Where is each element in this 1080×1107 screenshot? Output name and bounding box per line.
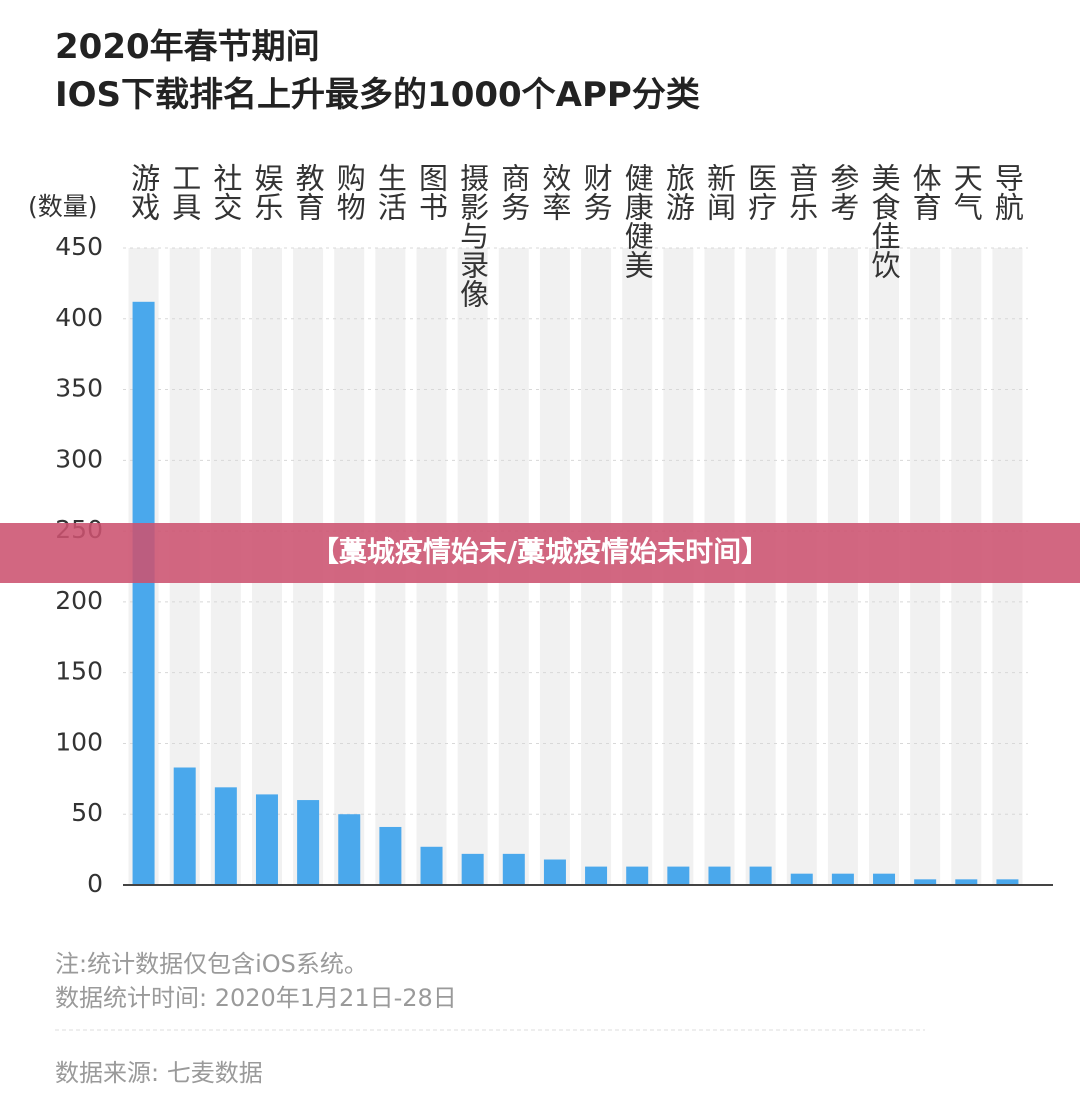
y-tick-label: 400 — [55, 303, 103, 332]
x-tick-label: 效率 — [538, 163, 572, 221]
y-axis-label: (数量) — [28, 192, 98, 221]
y-tick-label: 200 — [55, 586, 103, 615]
x-tick-label: 购物 — [332, 163, 366, 221]
bar — [708, 866, 731, 885]
x-tick-label: 财务 — [579, 163, 613, 221]
bar — [214, 787, 237, 885]
x-tick-label: 医疗 — [744, 163, 778, 221]
note: 注:统计数据仅包含iOS系统。 — [55, 950, 368, 978]
x-tick-label: 工具 — [168, 163, 202, 221]
x-tick-label: 生活 — [373, 163, 407, 221]
y-tick-label: 300 — [55, 444, 103, 473]
y-tick-label: 50 — [71, 798, 103, 827]
x-tick-label: 摄影与录像 — [456, 163, 490, 308]
bar — [873, 873, 896, 885]
bar — [543, 859, 566, 885]
banner-text: 【藁城疫情始末/藁城疫情始末时间】 — [311, 535, 769, 568]
y-tick-label: 350 — [55, 374, 103, 403]
bar — [338, 814, 361, 885]
bar — [173, 767, 196, 885]
x-tick-label: 导航 — [990, 163, 1024, 221]
x-tick-label: 体育 — [908, 163, 942, 221]
x-tick-label: 图书 — [415, 163, 449, 221]
note: 数据来源: 七麦数据 — [55, 1059, 263, 1087]
bar — [132, 301, 155, 885]
x-tick-label: 教育 — [291, 163, 325, 221]
y-tick-label: 450 — [55, 232, 103, 261]
x-tick-label: 社交 — [209, 163, 243, 221]
bar — [749, 866, 772, 885]
x-tick-label: 新闻 — [702, 163, 736, 221]
bar — [297, 800, 320, 885]
bar — [585, 866, 608, 885]
bar — [626, 866, 649, 885]
x-tick-label: 音乐 — [785, 163, 819, 221]
x-tick-label: 参考 — [826, 163, 860, 221]
bar — [379, 826, 402, 885]
x-tick-label: 娱乐 — [250, 163, 284, 221]
bar — [420, 846, 443, 885]
y-tick-label: 100 — [55, 727, 103, 756]
x-tick-label: 天气 — [949, 163, 983, 221]
x-tick-label: 游戏 — [127, 163, 161, 221]
x-tick-label: 商务 — [497, 163, 531, 221]
x-tick-label: 旅游 — [661, 163, 695, 221]
bar — [502, 853, 525, 885]
bar — [955, 879, 978, 885]
chart-title: 2020年春节期间 — [55, 27, 320, 67]
bar — [461, 853, 484, 885]
y-tick-label: 150 — [55, 657, 103, 686]
bar — [831, 873, 854, 885]
chart-subtitle: IOS下载排名上升最多的1000个APP分类 — [55, 75, 700, 115]
bar — [914, 879, 937, 885]
bar — [996, 879, 1019, 885]
bar — [667, 866, 690, 885]
banner — [0, 523, 1080, 583]
bar — [255, 794, 278, 885]
x-tick-label: 健康健美 — [620, 163, 654, 279]
x-tick-label: 美食佳饮 — [867, 163, 901, 279]
note: 数据统计时间: 2020年1月21日-28日 — [55, 984, 457, 1012]
bar — [790, 873, 813, 885]
y-tick-label: 0 — [87, 869, 103, 898]
